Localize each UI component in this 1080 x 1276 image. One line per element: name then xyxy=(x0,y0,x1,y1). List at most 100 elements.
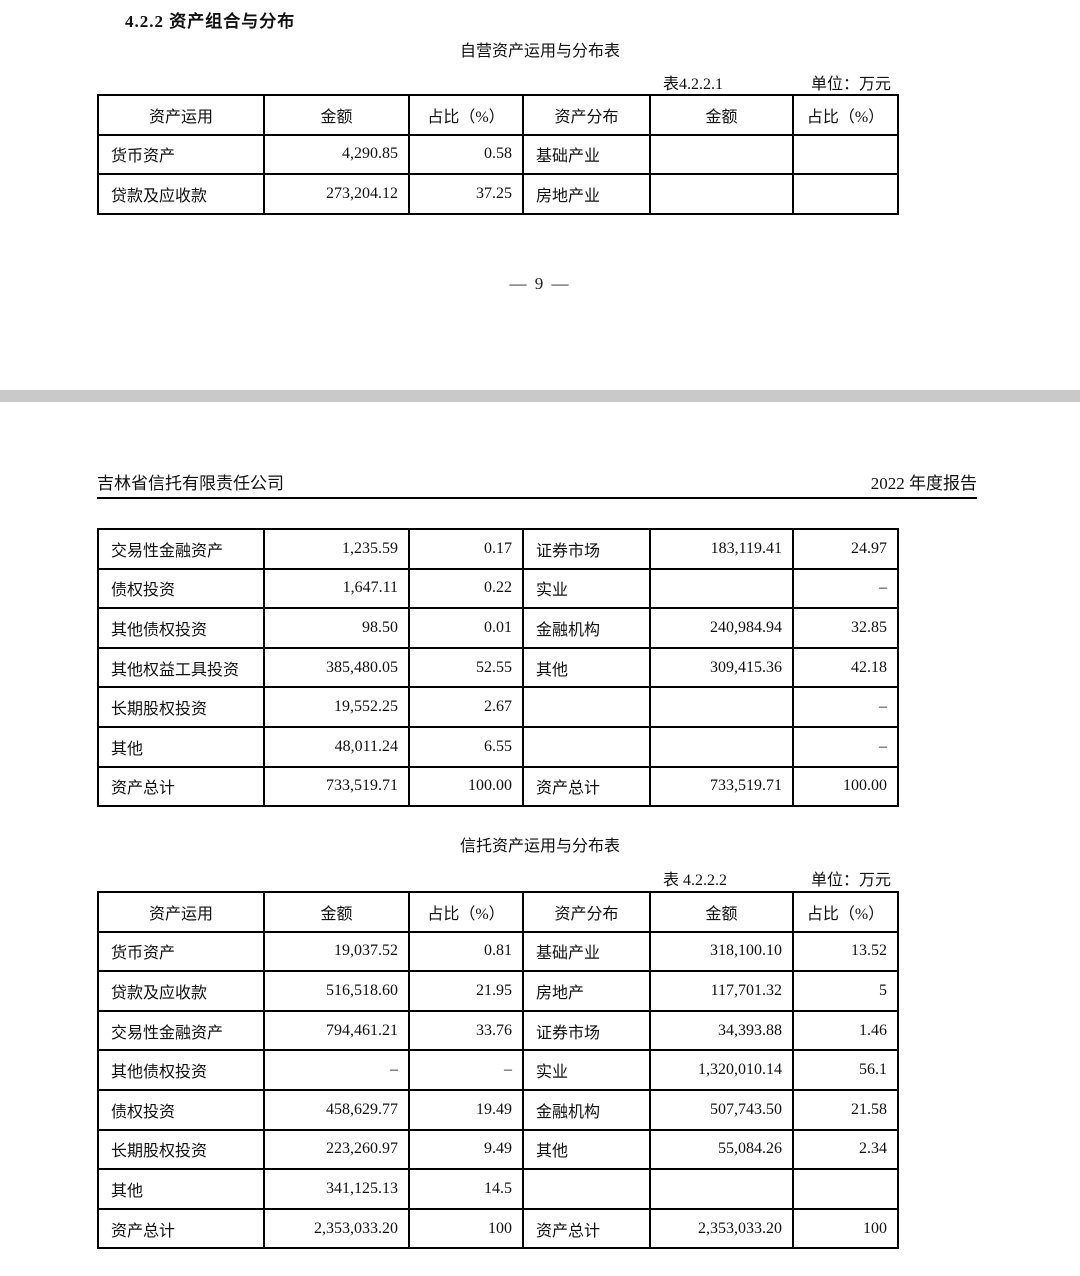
value-cell: 13.52 xyxy=(792,930,899,973)
table-row: 债权投资 458,629.77 19.49 金融机构 507,743.50 21.58 xyxy=(97,1088,899,1131)
table-header-row: 资产运用 金额 占比（%） 资产分布 金额 占比（%） xyxy=(97,94,899,136)
value-cell: 733,519.71 xyxy=(263,765,410,808)
column-header: 占比（%） xyxy=(408,891,524,933)
column-header: 金额 xyxy=(263,891,410,933)
column-header: 占比（%） xyxy=(408,94,524,136)
row-label-cell: 长期股权投资 xyxy=(97,1128,265,1171)
value-cell: 100 xyxy=(792,1207,899,1250)
value-cell: 14.5 xyxy=(408,1168,524,1210)
value-cell: 2,353,033.20 xyxy=(263,1207,410,1250)
table2-unit-label: 单位：万元 xyxy=(810,872,891,889)
column-header: 资产分布 xyxy=(522,891,651,933)
value-cell xyxy=(649,567,794,610)
row-label-cell: 资产总计 xyxy=(97,1207,265,1250)
value-cell: 1,647.11 xyxy=(263,567,410,610)
table-row: 长期股权投资 223,260.97 9.49 其他 55,084.26 2.34 xyxy=(97,1128,899,1171)
value-cell xyxy=(649,725,794,768)
value-cell: 48,011.24 xyxy=(263,725,410,768)
value-cell: 341,125.13 xyxy=(263,1168,410,1210)
value-cell: 98.50 xyxy=(263,607,410,649)
trust-assets-table: 资产运用 金额 占比（%） 资产分布 金额 占比（%） 货币资产 19,037.52 0.81 基… xyxy=(97,891,899,1250)
value-cell: 1,320,010.14 xyxy=(649,1049,794,1091)
value-cell xyxy=(649,686,794,728)
row-label-cell: 证券市场 xyxy=(522,528,651,570)
row-label-cell xyxy=(522,1168,651,1210)
table-row: 交易性金融资产 794,461.21 33.76 证券市场 34,393.88 1.46 xyxy=(97,1009,899,1052)
row-label-cell: 实业 xyxy=(522,1049,651,1091)
value-cell xyxy=(649,1168,794,1210)
value-cell: 5 xyxy=(792,970,899,1012)
value-cell: 794,461.21 xyxy=(263,1009,410,1052)
row-label-cell: 货币资产 xyxy=(97,133,265,176)
table1-number-label: 表4.2.2.1 xyxy=(663,76,724,93)
value-cell: – xyxy=(792,567,899,610)
row-label-cell: 货币资产 xyxy=(97,930,265,973)
value-cell xyxy=(792,1168,899,1210)
value-cell xyxy=(649,173,794,215)
running-header-report-title: 2022 年度报告 xyxy=(870,474,977,493)
row-label-cell: 其他 xyxy=(522,646,651,689)
value-cell: 0.01 xyxy=(408,607,524,649)
value-cell: 1,235.59 xyxy=(263,528,410,570)
value-cell: 24.97 xyxy=(792,528,899,570)
value-cell: 6.55 xyxy=(408,725,524,768)
value-cell xyxy=(792,133,899,176)
value-cell: 19,552.25 xyxy=(263,686,410,728)
column-header: 金额 xyxy=(649,891,794,933)
table-row: 债权投资 1,647.11 0.22 实业 – xyxy=(97,567,899,610)
value-cell: – xyxy=(263,1049,410,1091)
value-cell: 34,393.88 xyxy=(649,1009,794,1052)
value-cell: 0.81 xyxy=(408,930,524,973)
value-cell: 2.67 xyxy=(408,686,524,728)
value-cell: 42.18 xyxy=(792,646,899,689)
running-header: 吉林省信托有限责任公司 2022 年度报告 xyxy=(97,469,977,499)
row-label-cell: 其他 xyxy=(522,1128,651,1171)
row-label-cell: 基础产业 xyxy=(522,133,651,176)
table-header-row: 资产运用 金额 占比（%） 资产分布 金额 占比（%） xyxy=(97,891,899,933)
section-heading: 4.2.2 资产组合与分布 xyxy=(125,12,296,31)
table-row: 其他 341,125.13 14.5 xyxy=(97,1168,899,1210)
row-label-cell: 其他权益工具投资 xyxy=(97,646,265,689)
value-cell: 21.58 xyxy=(792,1088,899,1131)
table-row: 资产总计 733,519.71 100.00 资产总计 733,519.71 100.00 xyxy=(97,765,899,808)
row-label-cell: 房地产业 xyxy=(522,173,651,215)
value-cell: 117,701.32 xyxy=(649,970,794,1012)
table-row: 长期股权投资 19,552.25 2.67 – xyxy=(97,686,899,728)
table2-label-row: 表 4.2.2.2 单位：万元 xyxy=(97,866,897,889)
value-cell: 21.95 xyxy=(408,970,524,1012)
value-cell: – xyxy=(408,1049,524,1091)
row-label-cell: 其他 xyxy=(97,1168,265,1210)
row-label-cell: 资产总计 xyxy=(522,765,651,808)
value-cell: 733,519.71 xyxy=(649,765,794,808)
table-row: 其他 48,011.24 6.55 – xyxy=(97,725,899,768)
row-label-cell: 其他债权投资 xyxy=(97,1049,265,1091)
page-separator xyxy=(0,390,1080,402)
row-label-cell: 长期股权投资 xyxy=(97,686,265,728)
table-row: 资产总计 2,353,033.20 100 资产总计 2,353,033.20 100 xyxy=(97,1207,899,1250)
table-row: 货币资产 4,290.85 0.58 基础产业 xyxy=(97,133,899,176)
running-header-company: 吉林省信托有限责任公司 xyxy=(97,474,284,493)
table2-caption: 信托资产运用与分布表 xyxy=(459,838,620,855)
value-cell: 9.49 xyxy=(408,1128,524,1171)
value-cell: 318,100.10 xyxy=(649,930,794,973)
row-label-cell: 基础产业 xyxy=(522,930,651,973)
table-row: 贷款及应收款 516,518.60 21.95 房地产 117,701.32 5 xyxy=(97,970,899,1012)
row-label-cell: 实业 xyxy=(522,567,651,610)
row-label-cell: 其他 xyxy=(97,725,265,768)
table1-caption: 自营资产运用与分布表 xyxy=(459,43,620,60)
value-cell: 100 xyxy=(408,1207,524,1250)
value-cell: 55,084.26 xyxy=(649,1128,794,1171)
column-header: 占比（%） xyxy=(792,891,899,933)
column-header: 资产运用 xyxy=(97,891,265,933)
value-cell: 2.34 xyxy=(792,1128,899,1171)
value-cell: – xyxy=(792,686,899,728)
row-label-cell: 债权投资 xyxy=(97,1088,265,1131)
value-cell: 0.22 xyxy=(408,567,524,610)
proprietary-assets-table-continued: 交易性金融资产 1,235.59 0.17 证券市场 183,119.41 24.97 债权… xyxy=(97,528,899,808)
value-cell: 52.55 xyxy=(408,646,524,689)
row-label-cell: 贷款及应收款 xyxy=(97,970,265,1012)
value-cell: 385,480.05 xyxy=(263,646,410,689)
column-header: 资产分布 xyxy=(522,94,651,136)
value-cell: 183,119.41 xyxy=(649,528,794,570)
column-header: 金额 xyxy=(263,94,410,136)
